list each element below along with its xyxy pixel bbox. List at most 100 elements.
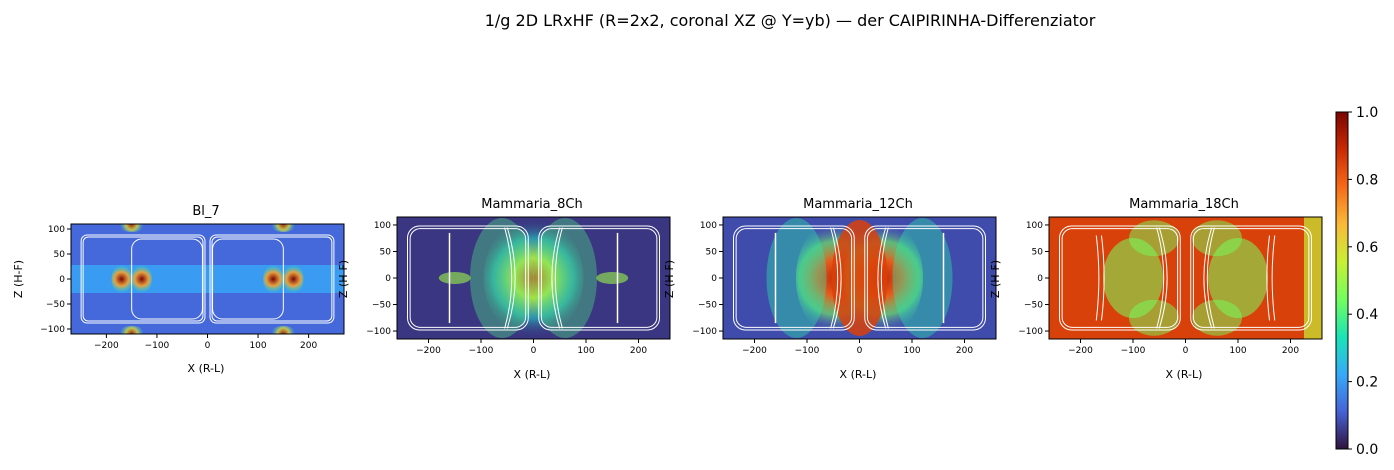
coil-loop — [409, 228, 527, 328]
y-tick-label: 0 — [385, 274, 391, 284]
hotspot — [269, 326, 298, 334]
x-tick-label: −200 — [94, 341, 119, 351]
coil-arc — [880, 227, 889, 329]
colorbar-tick-label: 0.2 — [1356, 375, 1378, 391]
coil-arc — [1158, 227, 1168, 329]
y-axis-label: Z (H-F) — [337, 260, 350, 298]
colorbar-tick-label: 0.0 — [1356, 442, 1378, 458]
panel-mammaria-12ch: Mammaria_12Ch −200 −100 0 100 200 −100 −50 0 50 1… — [663, 197, 997, 381]
field-lobe — [1129, 299, 1179, 336]
field-spot — [596, 272, 629, 284]
hotspot — [269, 224, 298, 232]
coil-loop — [1192, 228, 1310, 328]
field-center — [831, 220, 888, 336]
coil-arc — [1095, 235, 1100, 321]
y-tick-label: 50 — [1032, 247, 1044, 257]
coil-arc — [1206, 227, 1215, 329]
panel-mammaria-18ch: Mammaria_18Ch −200 −100 0 100 200 −100 −50 0 50 1… — [989, 197, 1323, 381]
y-tick-label: 50 — [706, 247, 718, 257]
y-tick-label: −100 — [692, 327, 717, 337]
hotspot — [263, 265, 284, 293]
coil-loop — [131, 238, 203, 320]
x-tick-label: 0 — [531, 346, 537, 356]
panel-mammaria-8ch: Mammaria_8Ch −200 −100 0 100 200 −100 −50 0 50 10… — [337, 197, 671, 381]
coil-loop — [866, 228, 984, 328]
y-tick-label: −50 — [46, 300, 65, 310]
hotspot — [117, 326, 146, 334]
y-tick-label: 100 — [374, 221, 391, 231]
coil-loop — [540, 228, 658, 328]
field-edge — [1304, 217, 1322, 339]
x-tick-label: −200 — [742, 346, 767, 356]
y-axis-label: Z (H-F) — [989, 260, 1002, 298]
coil-arc — [832, 227, 842, 329]
x-tick-label: −200 — [1068, 346, 1093, 356]
colorbar-tick-label: 1.0 — [1356, 105, 1378, 121]
field-lobe — [1208, 238, 1268, 318]
x-tick-label: 100 — [1229, 346, 1246, 356]
hotspot — [111, 265, 132, 293]
field-lobe — [892, 218, 953, 338]
coil-outline — [407, 225, 660, 331]
y-tick-label: 0 — [711, 274, 717, 284]
field-lobe — [1103, 238, 1163, 318]
colorbar-tick-label: 0.6 — [1356, 240, 1378, 256]
x-tick-label: 100 — [903, 346, 920, 356]
coil-loop — [864, 225, 986, 331]
field-lobe — [470, 218, 534, 338]
x-tick-label: −100 — [1121, 346, 1146, 356]
heatmap-plot: −200 −100 0 100 200 −100 −50 0 50 100 — [692, 216, 997, 356]
coil-loop — [212, 238, 284, 320]
coil-loop — [80, 234, 206, 324]
field-lobe — [1192, 220, 1242, 257]
x-tick-label: 200 — [1282, 346, 1299, 356]
x-axis-label: X (R-L) — [1166, 368, 1203, 381]
coil-arc — [554, 227, 563, 329]
coil-loop — [1059, 225, 1181, 331]
panel-title: Mammaria_8Ch — [481, 197, 583, 212]
y-tick-label: −100 — [366, 327, 391, 337]
heatmap-plot: −200 −100 0 100 200 −100 −50 0 50 100 — [1018, 216, 1323, 356]
field-map — [1049, 217, 1322, 339]
x-tick-label: 0 — [205, 341, 211, 351]
x-tick-label: −100 — [795, 346, 820, 356]
y-tick-label: 0 — [1037, 274, 1043, 284]
y-tick-label: −50 — [698, 301, 717, 311]
coil-loop — [735, 228, 853, 328]
field-center — [483, 218, 584, 338]
y-tick-label: 50 — [54, 250, 66, 260]
heatmap-plot: −200 −100 0 100 200 −100 −50 0 50 100 — [40, 223, 345, 351]
coil-loop — [82, 236, 204, 322]
x-tick-label: 200 — [956, 346, 973, 356]
coil-loop — [538, 225, 660, 331]
colorbar-gradient — [1335, 111, 1349, 450]
x-tick-label: 200 — [630, 346, 647, 356]
y-tick-label: −50 — [372, 301, 391, 311]
coil-arc — [1101, 235, 1105, 321]
coil-arc — [551, 227, 561, 329]
field-spot — [438, 272, 471, 284]
y-tick-label: −50 — [1024, 301, 1043, 311]
x-axis-label: X (R-L) — [188, 362, 225, 375]
field-map — [397, 217, 670, 339]
coil-arc — [1266, 235, 1270, 321]
coil-loop — [733, 225, 855, 331]
panel-title: Bl_7 — [192, 204, 219, 219]
coil-arc — [877, 227, 887, 329]
x-axis-label: X (R-L) — [840, 368, 877, 381]
panel-title: Mammaria_18Ch — [1129, 197, 1239, 212]
x-tick-label: 0 — [1183, 346, 1189, 356]
x-tick-label: −100 — [145, 341, 170, 351]
coil-outline — [733, 225, 986, 331]
hotspot — [131, 265, 152, 293]
coil-loop — [407, 225, 529, 331]
field-background — [1049, 217, 1322, 339]
y-tick-label: −100 — [1018, 327, 1043, 337]
y-tick-label: 100 — [700, 221, 717, 231]
x-tick-label: 100 — [249, 341, 266, 351]
colorbar-tick-label: 0.4 — [1356, 307, 1378, 323]
x-tick-label: −100 — [469, 346, 494, 356]
heatmap-plot: −200 −100 0 100 200 −100 −50 0 50 100 — [366, 216, 671, 356]
coil-outline — [80, 234, 335, 324]
